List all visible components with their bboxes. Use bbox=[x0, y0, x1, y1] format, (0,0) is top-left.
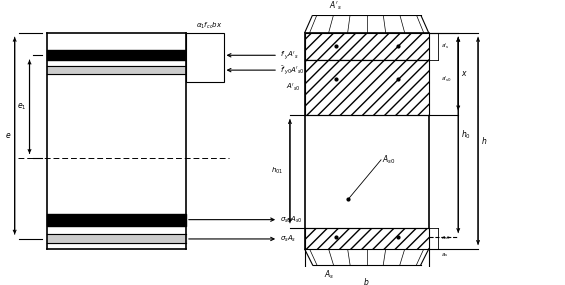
Text: $A'_{s0}$: $A'_{s0}$ bbox=[286, 82, 301, 93]
Text: $h_0$: $h_0$ bbox=[461, 129, 471, 141]
Bar bbox=[305, 32, 428, 60]
Bar bbox=[186, 32, 224, 82]
Text: $e_1$: $e_1$ bbox=[17, 101, 27, 112]
Text: $\sigma_s A_s$: $\sigma_s A_s$ bbox=[280, 234, 297, 244]
Bar bbox=[305, 32, 428, 249]
Text: $\bar{f}'_{y0}A'_{s0}$: $\bar{f}'_{y0}A'_{s0}$ bbox=[280, 64, 305, 77]
Bar bbox=[305, 227, 428, 249]
Text: $A_s$: $A_s$ bbox=[324, 268, 334, 281]
Text: $b$: $b$ bbox=[363, 276, 370, 285]
Text: $A_{s0}$: $A_{s0}$ bbox=[382, 154, 395, 166]
Text: $\alpha_1 f_{cc}bx$: $\alpha_1 f_{cc}bx$ bbox=[196, 20, 223, 30]
Text: $a'_{s0}$: $a'_{s0}$ bbox=[441, 75, 453, 84]
Bar bbox=[305, 60, 428, 115]
Text: $e$: $e$ bbox=[5, 131, 12, 140]
Text: $a_{s0}$: $a_{s0}$ bbox=[441, 235, 451, 243]
Text: $\sigma_{s0}A_{s0}$: $\sigma_{s0}A_{s0}$ bbox=[280, 215, 302, 225]
Text: $h_{01}$: $h_{01}$ bbox=[271, 166, 283, 176]
Text: $x$: $x$ bbox=[461, 69, 468, 78]
Text: $h$: $h$ bbox=[481, 135, 488, 146]
Text: $a'_s$: $a'_s$ bbox=[441, 42, 450, 51]
Text: $a_s$: $a_s$ bbox=[441, 251, 449, 259]
Text: $A'_s$: $A'_s$ bbox=[329, 0, 342, 12]
Text: $f'_yA'_s$: $f'_yA'_s$ bbox=[280, 49, 299, 62]
